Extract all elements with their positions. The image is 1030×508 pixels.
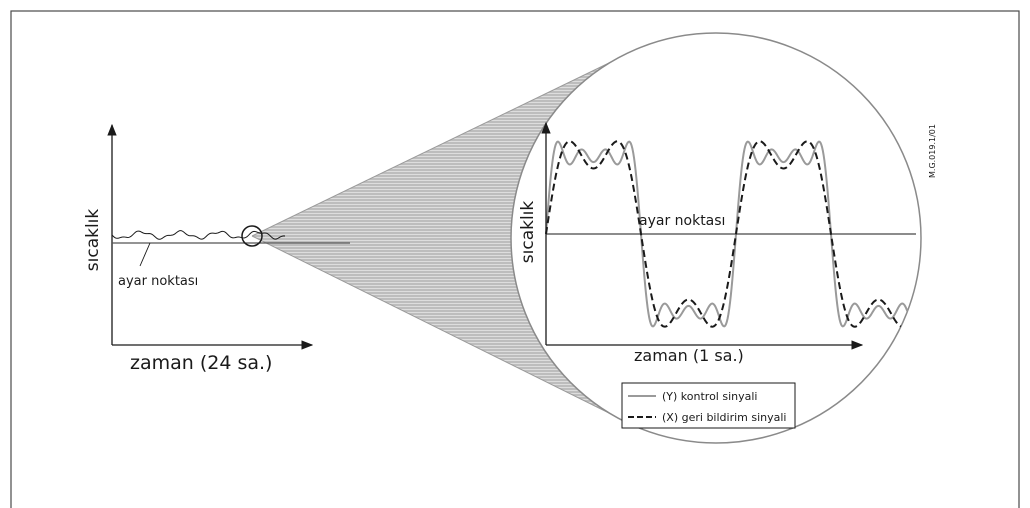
- figure-frame: [10, 10, 1020, 508]
- legend-feedback-label: (X) geri bildirim sinyali: [662, 411, 787, 424]
- figure-code: M.G.019.1/01: [928, 124, 937, 178]
- feedback-signal-line: [545, 140, 919, 328]
- legend-box: [621, 382, 796, 429]
- left-setpoint-leader: [139, 242, 151, 267]
- right-ylabel: sıcaklık: [518, 201, 538, 264]
- left-xlabel: zaman (24 sa.): [130, 352, 272, 374]
- zoom-cone-edge-bottom: [251, 235, 612, 415]
- right-xlabel: zaman (1 sa.): [634, 346, 744, 365]
- legend: (Y) kontrol sinyali (X) geri bildirim si…: [621, 382, 796, 429]
- zoom-cone-edge-top: [251, 61, 612, 237]
- left-ylabel: sıcaklık: [83, 209, 103, 272]
- right-setpoint-label: ayar noktası: [639, 213, 725, 229]
- left-temperature-wave: [111, 230, 286, 240]
- left-setpoint-label: ayar noktası: [118, 274, 198, 289]
- right-chart: [545, 140, 919, 328]
- legend-control-label: (Y) kontrol sinyali: [662, 390, 757, 403]
- zoom-source-circle: [241, 225, 263, 247]
- magnifier-circle: [510, 32, 922, 444]
